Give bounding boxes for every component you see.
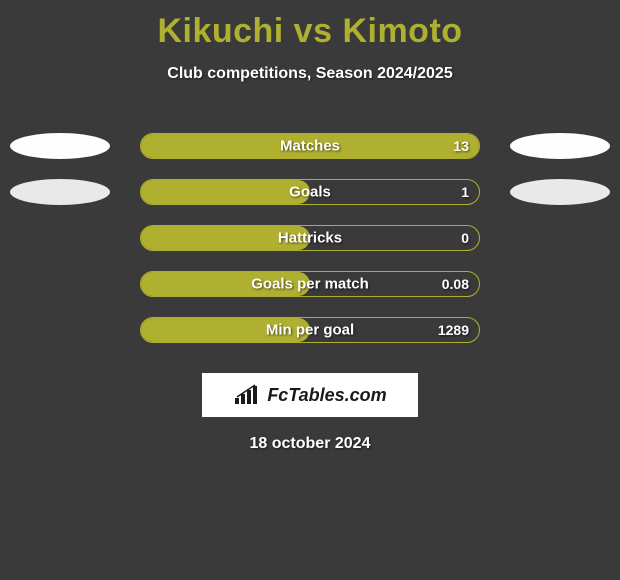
bars-icon <box>233 384 263 406</box>
logo-box: FcTables.com <box>202 373 418 417</box>
bar-track: Hattricks 0 <box>140 225 480 251</box>
bar-value: 0.08 <box>442 276 469 292</box>
bar-label: Goals <box>289 184 331 201</box>
left-value-ellipse <box>10 133 110 159</box>
stat-row: Hattricks 0 <box>0 215 620 261</box>
bar-label: Matches <box>280 138 340 155</box>
bar-track: Goals 1 <box>140 179 480 205</box>
bar-track: Matches 13 <box>140 133 480 159</box>
bar-label: Hattricks <box>278 230 342 247</box>
bar-value: 1289 <box>438 322 469 338</box>
date-line: 18 october 2024 <box>0 435 620 453</box>
bar-fill <box>141 180 310 204</box>
bar-value: 0 <box>461 230 469 246</box>
left-value-ellipse <box>10 179 110 205</box>
stat-row: Goals 1 <box>0 169 620 215</box>
stat-row: Min per goal 1289 <box>0 307 620 353</box>
bar-track: Goals per match 0.08 <box>140 271 480 297</box>
bar-track: Min per goal 1289 <box>140 317 480 343</box>
bar-value: 13 <box>453 138 469 154</box>
page-title: Kikuchi vs Kimoto <box>0 0 620 51</box>
stat-row: Goals per match 0.08 <box>0 261 620 307</box>
page-subtitle: Club competitions, Season 2024/2025 <box>0 65 620 83</box>
right-value-ellipse <box>510 133 610 159</box>
logo-text: FcTables.com <box>267 385 386 406</box>
bar-value: 1 <box>461 184 469 200</box>
bar-label: Min per goal <box>266 322 354 339</box>
right-value-ellipse <box>510 179 610 205</box>
stat-row: Matches 13 <box>0 123 620 169</box>
stats-chart: Matches 13 Goals 1 Hattricks 0 Goals per match… <box>0 123 620 353</box>
bar-label: Goals per match <box>251 276 369 293</box>
